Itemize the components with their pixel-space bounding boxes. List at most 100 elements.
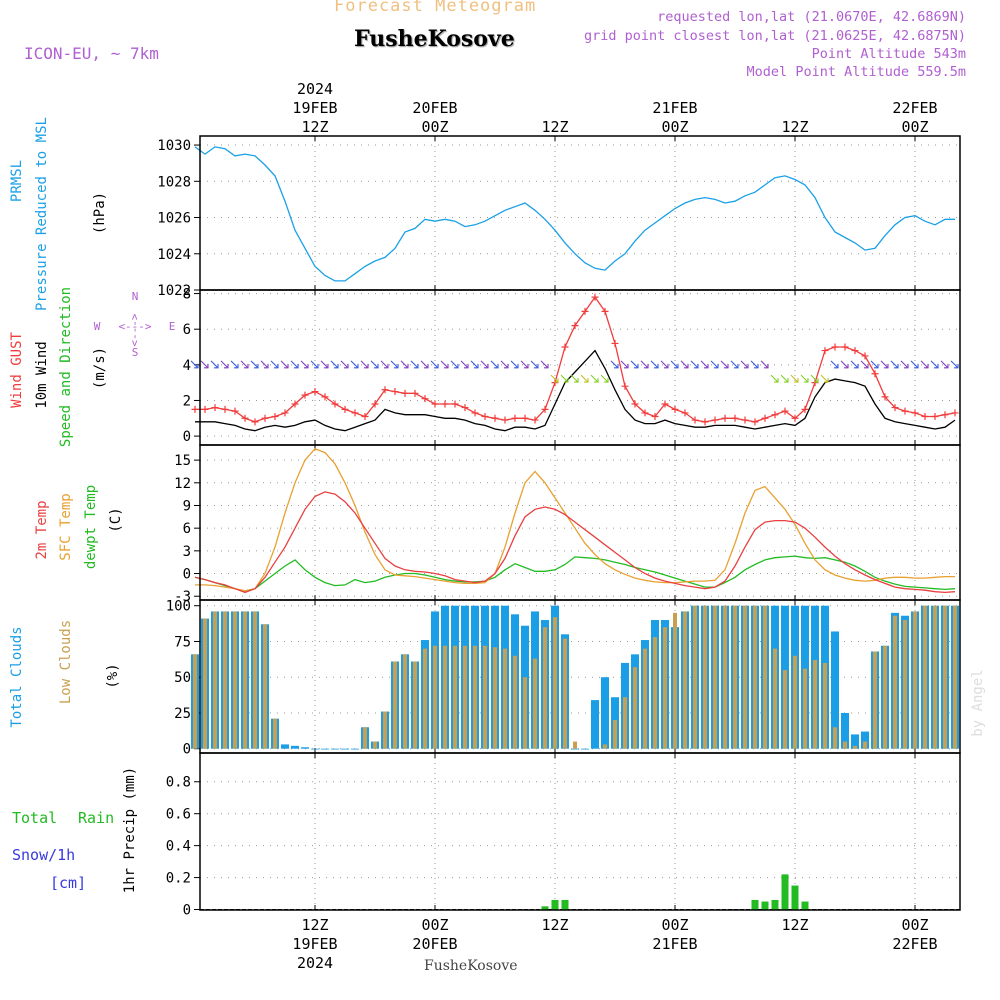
ylabel-ms: (m/s) [92,347,108,389]
y-tick-label: 25 [174,706,191,722]
wind-direction-arrow [950,360,959,369]
low-cloud-bar [693,605,697,749]
low-cloud-bar [743,605,747,749]
wind-direction-arrow [840,360,849,369]
wind-direction-arrow [450,360,459,369]
gust-marker [941,411,949,419]
gust-marker [281,409,289,417]
low-cloud-bar [803,668,807,749]
gust-marker [731,414,739,422]
gust-marker [501,416,509,424]
gust-marker [921,412,929,420]
y-tick-label: 0 [183,742,191,758]
point-altitude: Point Altitude 543m [811,46,966,62]
gust-marker [651,412,659,420]
wind-direction-arrow [360,360,369,369]
low-cloud-bar [953,605,957,749]
wind-direction-arrow [380,360,389,369]
gust-marker [931,412,939,420]
gust-marker [551,379,559,387]
rain-bar [801,901,809,910]
total-cloud-bar [291,745,299,749]
x-top-label: 12Z [781,118,808,136]
wind-direction-arrow [580,374,589,383]
low-cloud-bar [423,648,427,749]
low-cloud-bar [193,654,197,749]
low-cloud-bar [253,611,257,749]
wind-direction-arrow [340,360,349,369]
low-cloud-bar [233,611,237,749]
wind-direction-arrow [600,374,609,383]
low-cloud-bar [893,615,897,749]
low-cloud-bar [403,654,407,749]
ylabel-dewpt-temp: dewpt Temp [83,485,99,569]
gust-marker [761,414,769,422]
low-cloud-bar [763,605,767,749]
panel-frame [199,135,961,291]
gust-marker [611,339,619,347]
total-cloud-bar [831,631,839,749]
gust-marker [351,409,359,417]
panel-temperature: -3 0 3 6 9 12 15 [174,444,961,605]
low-cloud-bar [243,611,247,749]
wind-direction-arrow [640,360,649,369]
low-cloud-bar [223,611,227,749]
gust-marker [801,405,809,413]
compass-w: W [94,320,101,333]
low-cloud-bar [863,741,867,749]
y-tick-label: 1022 [157,283,191,299]
gust-marker [621,382,629,390]
footer-station: FusheKosove [424,958,518,974]
low-cloud-bar [373,741,377,749]
gust-marker [381,386,389,394]
wind-direction-arrow [460,360,469,369]
x-top-label: 12Z [541,118,568,136]
gust-marker [311,388,319,396]
low-cloud-bar [523,677,527,749]
wind-direction-arrow [820,374,829,383]
ylabel-total: Total [12,809,57,827]
low-cloud-bar [493,647,497,749]
low-cloud-bar [533,658,537,749]
wind-direction-arrow [660,360,669,369]
wind-direction-arrow [440,360,449,369]
y-tick-label: 1026 [157,211,191,227]
gust-marker [371,400,379,408]
model-label: ICON-EU, ~ 7km [24,44,159,63]
total-cloud-bar [321,748,329,750]
wind-direction-arrow [400,360,409,369]
gust-marker [581,307,589,315]
panel-wind: 0 2 4 6 8 [183,287,961,446]
total-cloud-bar [841,712,849,749]
y-tick-label: 50 [174,670,191,686]
wind-direction-arrow [770,374,779,383]
rain-bar [761,901,769,910]
total-cloud-bar [571,748,579,750]
wind-direction-arrow [320,360,329,369]
rain-bar [541,906,549,910]
wind-direction-arrow [620,360,629,369]
x-top-label: 22FEB [892,99,937,117]
wind-direction-arrow [420,360,429,369]
wind-direction-arrow [650,360,659,369]
wind-direction-arrow [550,374,559,383]
x-top-label: 00Z [901,118,928,136]
ylabel-2m-temp: 2m Temp [34,500,50,559]
gust-marker [851,347,859,355]
ylabel-speed-direction: Speed and Direction [58,287,74,447]
gust-marker [791,414,799,422]
wind-direction-arrow [790,374,799,383]
series-line-sfc-temp [195,448,955,592]
low-cloud-bar [573,741,577,749]
low-cloud-bar [773,648,777,749]
total-cloud-bar [851,734,859,749]
low-cloud-bar [783,670,787,749]
rain-bar [751,899,759,910]
gust-marker [251,418,259,426]
y-tick-label: 8 [183,287,191,303]
x-bottom-label: 21FEB [652,935,697,953]
low-cloud-bar [213,611,217,749]
wind-direction-arrow [310,360,319,369]
compass-e: E [169,320,176,333]
